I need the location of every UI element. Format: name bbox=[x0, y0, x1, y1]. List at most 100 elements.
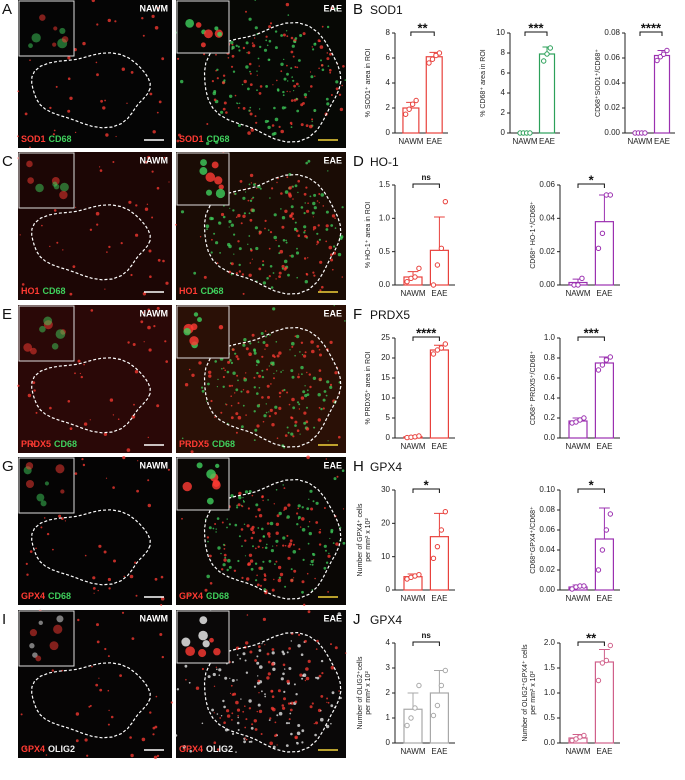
cell-dot bbox=[323, 544, 327, 548]
cell-dot bbox=[261, 396, 264, 399]
cell-dot bbox=[159, 633, 163, 636]
y-tick-label: 4 bbox=[386, 638, 391, 647]
cell-dot bbox=[306, 237, 308, 239]
cell-dot bbox=[142, 311, 145, 314]
cell-dot bbox=[161, 57, 165, 61]
cell-dot bbox=[165, 281, 169, 285]
significance-bracket bbox=[412, 183, 440, 188]
cell-dot bbox=[298, 59, 301, 62]
cell-dot bbox=[282, 544, 285, 547]
cell-dot bbox=[97, 589, 99, 592]
cell-dot bbox=[240, 528, 244, 531]
cell-dot bbox=[296, 523, 299, 526]
cell-dot bbox=[311, 120, 313, 123]
cell-dot bbox=[185, 678, 187, 681]
cell-dot bbox=[303, 411, 307, 415]
cell-dot bbox=[181, 517, 183, 520]
data-point bbox=[430, 282, 437, 288]
cell-dot bbox=[341, 276, 344, 278]
cell-dot bbox=[282, 90, 285, 94]
cell-dot bbox=[295, 97, 298, 100]
cell-dot bbox=[286, 64, 288, 67]
cell-dot bbox=[91, 665, 93, 668]
cell-dot bbox=[251, 208, 255, 213]
error-bar bbox=[599, 194, 610, 222]
cell-dot bbox=[152, 726, 156, 730]
inset-cell bbox=[59, 190, 68, 200]
x-tick-label: EAE bbox=[431, 747, 447, 756]
cell-dot bbox=[242, 292, 245, 295]
cell-dot bbox=[270, 549, 274, 553]
inset-cell bbox=[35, 183, 44, 193]
cell-dot bbox=[236, 679, 238, 681]
cell-dot bbox=[309, 124, 313, 129]
cell-dot bbox=[208, 374, 212, 378]
cell-dot bbox=[264, 695, 267, 698]
cell-dot bbox=[43, 517, 46, 519]
cell-dot bbox=[277, 245, 281, 248]
significance-bracket bbox=[412, 488, 440, 493]
cell-dot bbox=[281, 106, 285, 110]
cell-dot bbox=[330, 94, 333, 96]
cell-dot bbox=[52, 548, 54, 551]
x-tick-label: NAWM bbox=[400, 747, 425, 756]
cell-dot bbox=[339, 107, 344, 112]
cell-dot bbox=[242, 710, 245, 713]
cell-dot bbox=[119, 674, 122, 677]
cell-dot bbox=[45, 754, 48, 756]
panel-title: GPX4 bbox=[370, 613, 402, 627]
cell-dot bbox=[247, 131, 251, 135]
significance-bracket bbox=[410, 31, 435, 36]
cell-dot bbox=[294, 40, 297, 44]
data-point bbox=[430, 351, 437, 357]
cell-dot bbox=[278, 511, 282, 516]
error-bar bbox=[434, 670, 445, 693]
cell-dot bbox=[261, 369, 264, 372]
data-point bbox=[603, 527, 610, 533]
cell-dot bbox=[296, 401, 300, 404]
cell-dot bbox=[153, 325, 156, 328]
cell-dot bbox=[286, 515, 290, 519]
cell-dot bbox=[214, 140, 219, 144]
cell-dot bbox=[198, 361, 202, 365]
cell-dot bbox=[268, 415, 271, 418]
y-axis-label: CD68⁺GPX4⁺/CD68⁺ bbox=[530, 506, 537, 574]
cell-dot bbox=[229, 94, 233, 99]
cell-dot bbox=[249, 72, 252, 75]
y-tick-label: 10 bbox=[496, 28, 505, 37]
inset-cell bbox=[39, 325, 46, 333]
cell-dot bbox=[282, 663, 286, 667]
inset-cell bbox=[197, 317, 202, 323]
cell-dot bbox=[230, 273, 233, 276]
cell-dot bbox=[301, 506, 304, 509]
cell-dot bbox=[317, 708, 322, 713]
cell-dot bbox=[271, 648, 275, 651]
cell-dot bbox=[241, 576, 244, 580]
cell-dot bbox=[276, 88, 280, 91]
cell-dot bbox=[29, 59, 31, 61]
cell-dot bbox=[302, 390, 306, 394]
y-tick-label: 0.06 bbox=[539, 180, 555, 189]
cell-dot bbox=[334, 646, 338, 650]
cell-dot bbox=[266, 676, 270, 680]
cell-dot bbox=[300, 365, 304, 370]
cell-dot bbox=[254, 115, 257, 118]
cell-dot bbox=[231, 661, 234, 664]
data-point bbox=[607, 642, 614, 649]
cell-dot bbox=[256, 70, 258, 72]
cell-dot bbox=[205, 141, 210, 146]
cell-dot bbox=[337, 252, 342, 257]
cell-dot bbox=[266, 522, 270, 525]
cell-dot bbox=[248, 553, 253, 557]
cell-dot bbox=[327, 591, 329, 593]
roi-outline bbox=[203, 173, 342, 295]
cell-dot bbox=[221, 367, 223, 370]
cell-dot bbox=[306, 507, 310, 510]
cell-dot bbox=[250, 567, 254, 571]
cell-dot bbox=[299, 526, 302, 528]
panel-letter: H bbox=[353, 458, 364, 475]
data-point bbox=[404, 278, 410, 285]
cell-dot bbox=[249, 650, 253, 654]
cell-dot bbox=[325, 549, 327, 552]
data-point bbox=[409, 101, 416, 107]
